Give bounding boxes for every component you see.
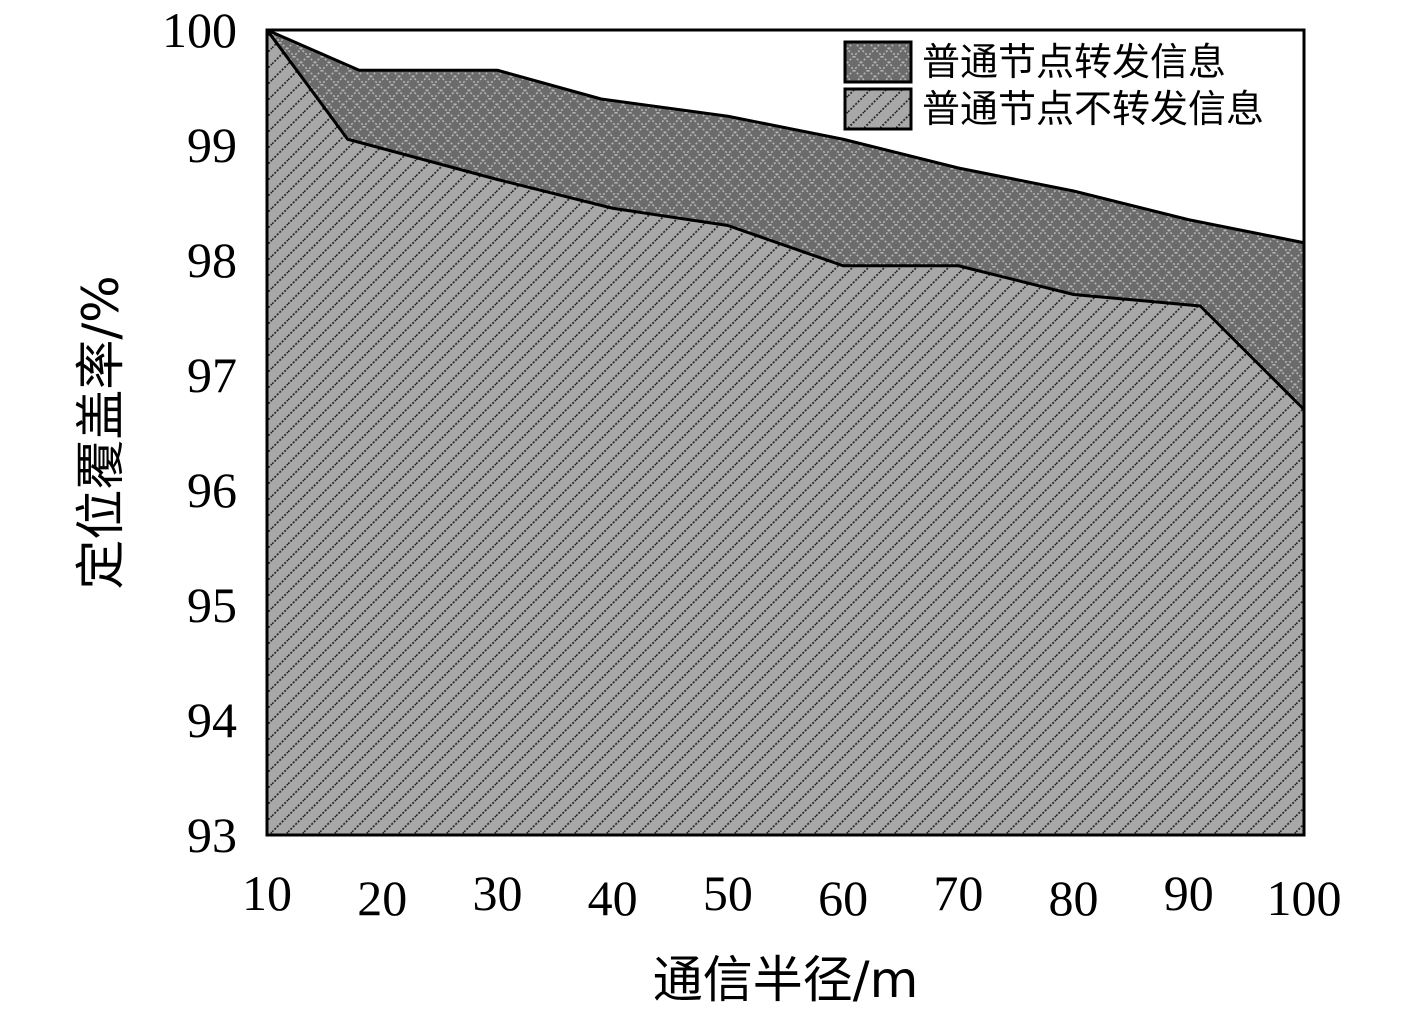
x-axis-title: 通信半径/m [653,951,919,1009]
x-tick-label: 40 [588,870,638,926]
y-axis-ticks: 93 94 95 96 97 98 99 100 [162,2,237,863]
y-tick-label: 95 [187,577,237,633]
x-tick-label: 70 [933,865,983,921]
y-tick-label: 94 [187,692,237,748]
y-tick-label: 98 [187,232,237,288]
x-tick-label: 60 [818,870,868,926]
y-tick-label: 96 [187,462,237,518]
x-axis-ticks: 10 20 30 40 50 60 70 80 90 100 [242,865,1342,926]
y-tick-label: 99 [187,117,237,173]
y-tick-label: 100 [162,2,237,58]
y-tick-label: 97 [187,347,237,403]
x-tick-label: 100 [1267,870,1342,926]
y-tick-label: 93 [187,807,237,863]
y-axis-title: 定位覆盖率/% [72,275,130,589]
x-tick-label: 80 [1049,870,1099,926]
series-areas [265,28,1306,837]
x-tick-label: 90 [1164,865,1214,921]
legend-label-1: 普通节点转发信息 [922,40,1226,84]
x-tick-label: 50 [703,865,753,921]
x-tick-label: 30 [472,865,522,921]
legend-swatch-2 [843,87,913,131]
x-tick-label: 10 [242,865,292,921]
x-tick-label: 20 [357,870,407,926]
legend-swatch-1 [843,40,913,84]
legend-label-2: 普通节点不转发信息 [922,87,1264,131]
plot-area [265,28,1306,837]
